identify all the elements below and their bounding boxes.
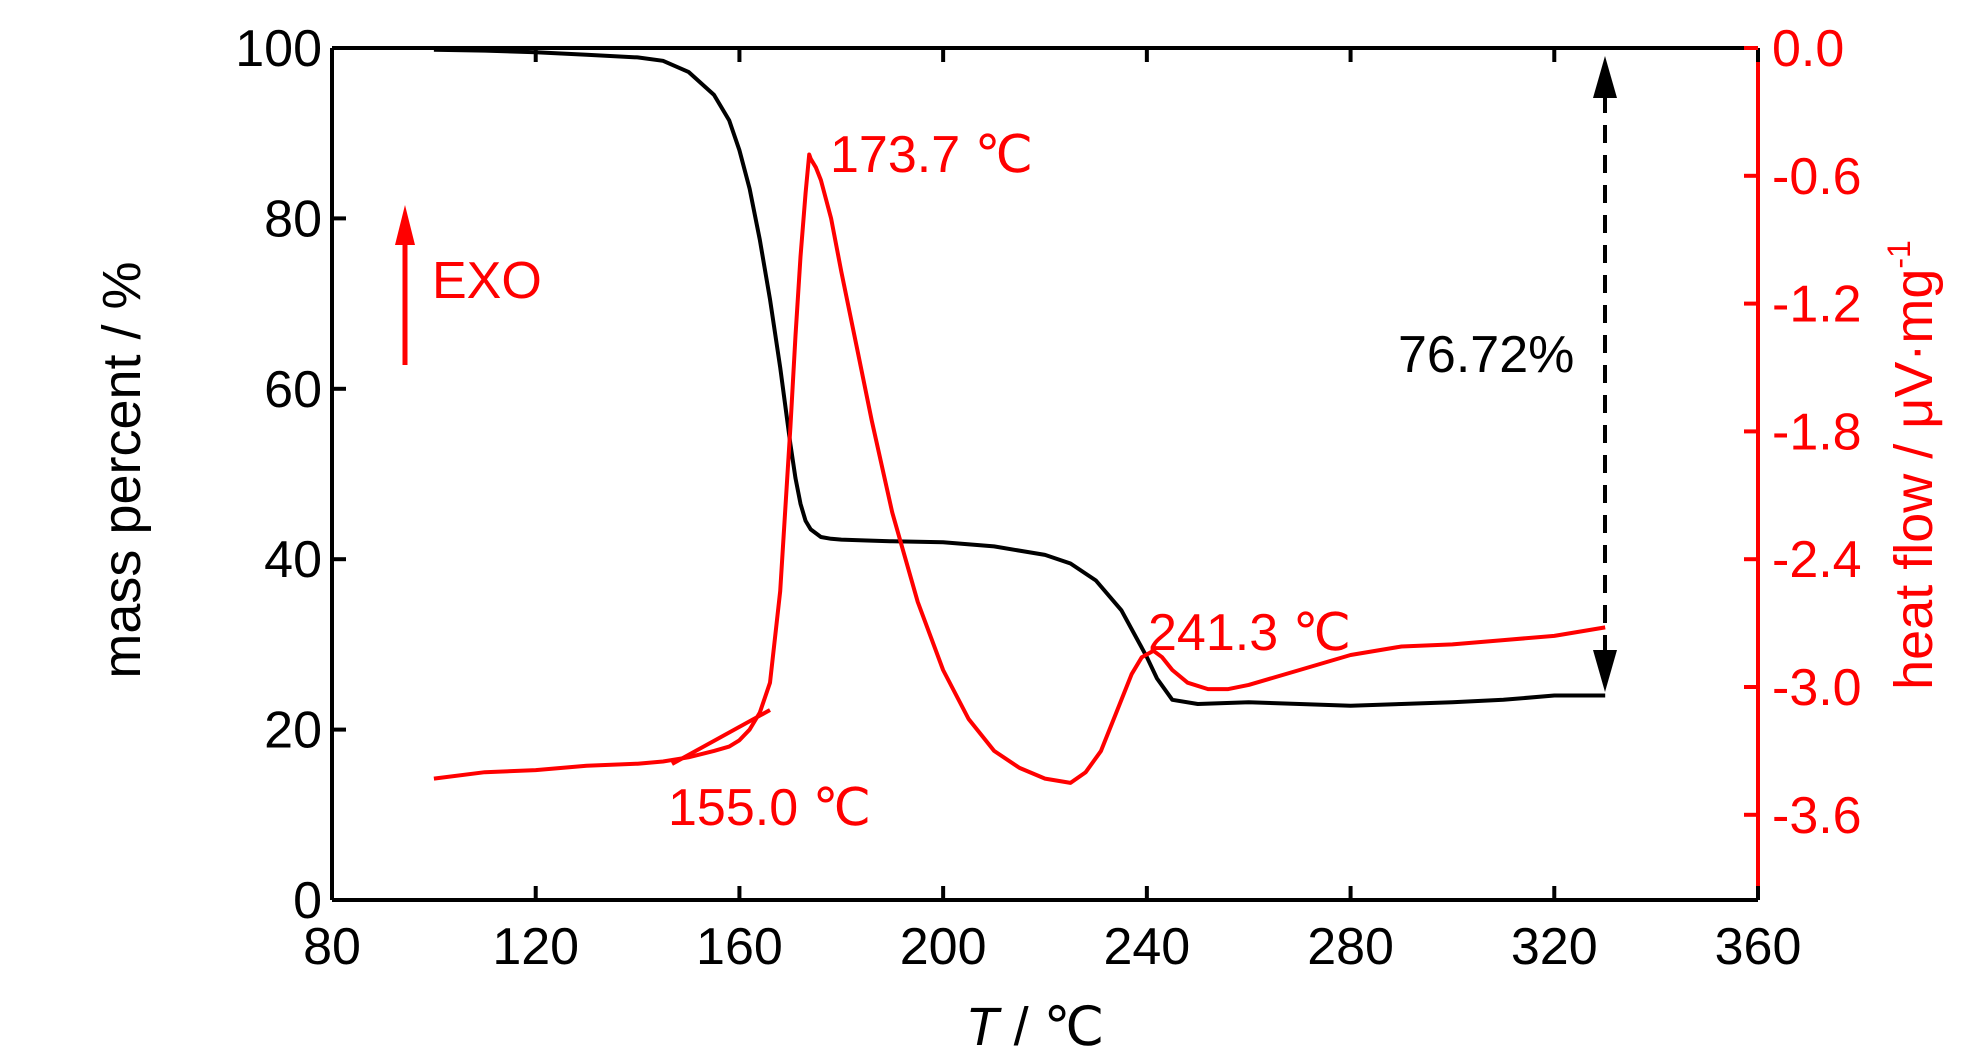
x-axis-variable: T bbox=[966, 997, 1003, 1057]
exo-arrow-head bbox=[395, 205, 415, 245]
curves bbox=[433, 47, 1606, 785]
y-left-axis-title: mass percent / % bbox=[92, 261, 152, 678]
y-right-tick-label: -3.0 bbox=[1772, 659, 1862, 717]
peak2-label: 241.3 ℃ bbox=[1148, 604, 1351, 662]
y-left-tick-label: 0 bbox=[293, 872, 322, 930]
onset-tangent-line bbox=[671, 708, 771, 766]
y-right-tick-label: -3.6 bbox=[1772, 787, 1862, 845]
peak1-label: 173.7 ℃ bbox=[830, 126, 1033, 184]
y-right-axis-title: heat flow / μV·mg-1 bbox=[1881, 240, 1944, 690]
y-left-tick-label: 100 bbox=[235, 20, 322, 78]
y-right-tick-label: -0.6 bbox=[1772, 148, 1862, 206]
y-left-tick-label: 20 bbox=[264, 702, 322, 760]
mass-loss-label: 76.72% bbox=[1398, 326, 1574, 384]
y-left-axis-ticks: 0 20 40 60 80 100 bbox=[235, 20, 346, 930]
y-right-tick-label: -1.2 bbox=[1772, 276, 1862, 334]
heat-flow-curve bbox=[433, 152, 1606, 785]
x-tick-label: 320 bbox=[1511, 918, 1598, 976]
x-tick-label: 120 bbox=[492, 918, 579, 976]
x-tick-label: 360 bbox=[1715, 918, 1802, 976]
x-axis-title: T / ℃ bbox=[966, 997, 1105, 1057]
mass-loss-arrow-head-bottom bbox=[1593, 650, 1617, 692]
y-left-tick-label: 80 bbox=[264, 190, 322, 248]
y-right-tick-label: 0.0 bbox=[1772, 20, 1844, 78]
x-axis-unit: / ℃ bbox=[999, 997, 1105, 1057]
exo-label: EXO bbox=[432, 252, 542, 310]
x-tick-label: 280 bbox=[1307, 918, 1394, 976]
mass-percent-curve bbox=[433, 47, 1606, 708]
onset-label: 155.0 ℃ bbox=[668, 779, 871, 837]
x-tick-label: 200 bbox=[900, 918, 987, 976]
y-left-tick-label: 60 bbox=[264, 361, 322, 419]
y-left-tick-label: 40 bbox=[264, 531, 322, 589]
y-right-axis-title-main: heat flow / μV·mg bbox=[1884, 269, 1944, 690]
y-right-tick-label: -1.8 bbox=[1772, 403, 1862, 461]
y-right-axis-title-sup: -1 bbox=[1881, 240, 1917, 268]
x-axis-ticks: 80 120 160 200 240 280 320 360 bbox=[303, 48, 1801, 976]
y-right-tick-label: -2.4 bbox=[1772, 531, 1862, 589]
plot-frame bbox=[330, 46, 1760, 902]
mass-loss-arrow-head-top bbox=[1593, 56, 1617, 98]
y-right-axis-ticks: -3.6 -3.0 -2.4 -1.8 -1.2 -0.6 0.0 bbox=[1744, 20, 1862, 845]
x-tick-label: 80 bbox=[303, 918, 361, 976]
x-tick-label: 160 bbox=[696, 918, 783, 976]
annotations: EXO 173.7 ℃ 241.3 ℃ 155.0 ℃ 76.72% bbox=[395, 56, 1617, 837]
x-tick-label: 240 bbox=[1103, 918, 1190, 976]
